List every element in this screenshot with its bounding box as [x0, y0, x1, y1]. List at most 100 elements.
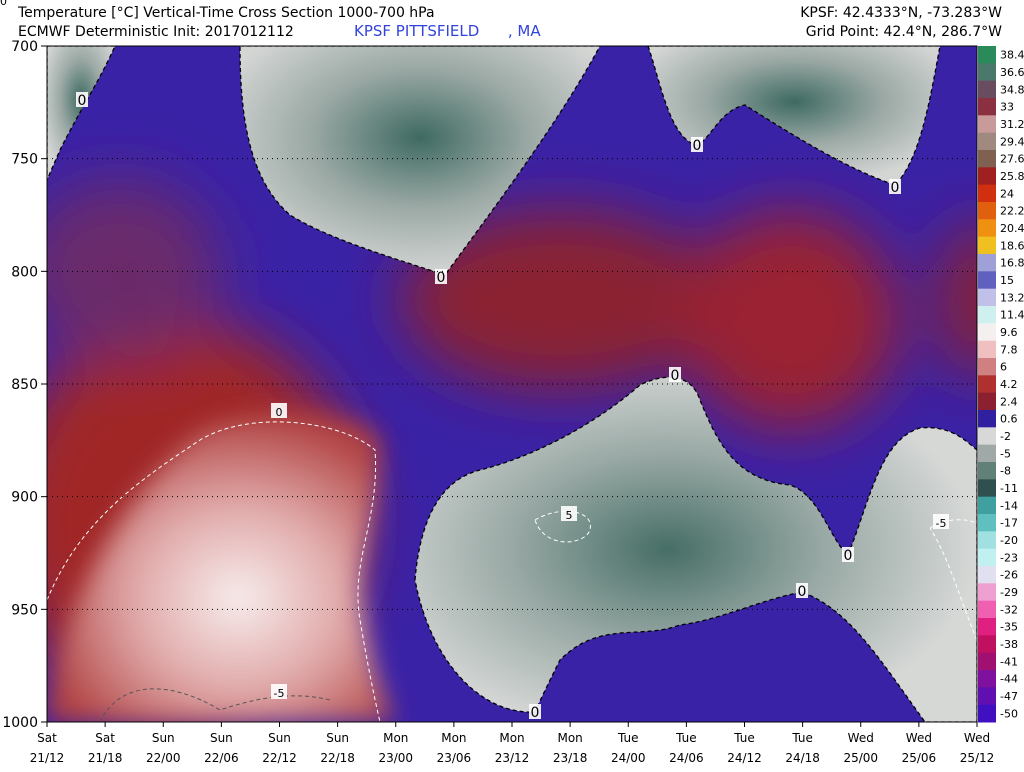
colorbar-label: 34.8 [1000, 83, 1024, 96]
x-tick-day: Tue [675, 731, 697, 745]
contour-label: 0 [276, 406, 283, 419]
contour-label-bg [529, 704, 541, 719]
colorbar-label: -20 [1000, 534, 1018, 547]
colorbar-label: 13.2 [1000, 291, 1024, 304]
x-tick-date: 25/06 [902, 751, 937, 765]
colorbar-cell [978, 323, 996, 342]
x-tick-day: Mon [383, 731, 408, 745]
location: KPSF: 42.4333°N, -73.283°W [800, 5, 1002, 21]
colorbar-cell [978, 566, 996, 584]
contour-label-bg [796, 583, 808, 598]
contour-label: 0 [671, 368, 680, 384]
contour-label: 0 [78, 93, 87, 109]
x-tick-date: 24/12 [727, 751, 762, 765]
colorbar-label: -41 [1000, 655, 1018, 668]
colorbar-label: -23 [1000, 551, 1018, 564]
x-tick-date: 23/00 [378, 751, 413, 765]
x-tick-day: Sun [268, 731, 291, 745]
x-tick-date: 24/06 [669, 751, 704, 765]
contour-label-bg [669, 367, 681, 382]
colorbar-cell [978, 479, 996, 498]
colorbar-cell [978, 288, 996, 307]
y-tick-label: 900 [11, 490, 38, 506]
x-tick-day: Tue [733, 731, 755, 745]
contour-label: 0 [891, 180, 900, 196]
grid-point: Grid Point: 42.4°N, 286.7°W [806, 24, 1002, 40]
colorbar-label: 0.6 [1000, 413, 1018, 426]
contour-label: 0 [531, 705, 540, 721]
colorbar-label: -26 [1000, 569, 1018, 582]
colorbar-cell [978, 635, 996, 654]
colorbar-cell [978, 167, 996, 186]
x-tick-day: Sun [326, 731, 349, 745]
colorbar-cell [978, 704, 996, 723]
x-tick-day: Mon [441, 731, 466, 745]
colorbar-cell [978, 462, 996, 480]
contour-label: 10 [0, 0, 7, 8]
colorbar-label: -44 [1000, 673, 1018, 686]
x-tick-date: 23/18 [553, 751, 588, 765]
contour-label: -5 [274, 687, 285, 700]
contour-label-bg [842, 547, 854, 562]
colorbar-label: 36.6 [1000, 66, 1024, 79]
colorbar-label: 4.2 [1000, 378, 1018, 391]
colorbar-cell [978, 444, 996, 463]
colorbar-label: 6 [1000, 361, 1007, 374]
contour-label-bg [271, 684, 287, 699]
colorbar-cell [978, 340, 996, 359]
contour-label: 5 [566, 509, 573, 522]
colorbar-label: -14 [1000, 499, 1018, 512]
colorbar-cell [978, 80, 996, 99]
x-tick-date: 22/00 [146, 751, 181, 765]
colorbar-cell [978, 687, 996, 706]
colorbar-label: -35 [1000, 621, 1018, 634]
colorbar-cell [978, 63, 996, 82]
x-tick-date: 21/18 [88, 751, 123, 765]
colorbar-label: 15 [1000, 274, 1014, 287]
x-tick-day: Wed [964, 731, 990, 745]
x-tick-date: 25/00 [843, 751, 878, 765]
contour-label: 0 [437, 270, 446, 286]
colorbar-label: -32 [1000, 603, 1018, 616]
colorbar-label: 24 [1000, 187, 1014, 200]
colorbar-label: 16.8 [1000, 257, 1024, 270]
colorbar-cell [978, 583, 996, 602]
chart-subtitle: ECMWF Deterministic Init: 2017012112 [18, 24, 294, 40]
x-tick-date: 25/12 [960, 751, 995, 765]
colorbar-cell [978, 306, 996, 324]
chart-title: Temperature [°C] Vertical-Time Cross Sec… [17, 5, 435, 21]
colorbar-cell [978, 548, 996, 567]
colorbar-label: -8 [1000, 465, 1011, 478]
colorbar-label: 31.2 [1000, 118, 1024, 131]
colorbar-cell [978, 410, 996, 428]
colorbar-label: 29.4 [1000, 135, 1024, 148]
colorbar-cell [978, 652, 996, 671]
x-tick-date: 22/06 [204, 751, 239, 765]
contour-label-bg [933, 514, 949, 529]
contour-label: 0 [693, 138, 702, 154]
contour-label: 0 [844, 548, 853, 564]
colorbar-label: -5 [1000, 447, 1011, 460]
y-tick-label: 1000 [2, 715, 38, 731]
colorbar-label: -2 [1000, 430, 1011, 443]
colorbar-label: 9.6 [1000, 326, 1018, 339]
colorbar-cell [978, 236, 996, 255]
colorbar-label: 11.4 [1000, 309, 1024, 322]
colorbar-cell [978, 600, 996, 619]
x-tick-day: Sun [210, 731, 233, 745]
x-tick-day: Mon [499, 731, 524, 745]
axes: 7007508008509009501000Sat21/12Sat21/18Su… [2, 39, 1024, 765]
colorbar-cell [978, 271, 996, 290]
y-tick-label: 700 [11, 39, 38, 55]
colorbar-label: 25.8 [1000, 170, 1024, 183]
colorbar-cell [978, 254, 996, 272]
x-tick-date: 24/18 [785, 751, 820, 765]
x-tick-day: Sat [37, 731, 57, 745]
colorbar-cell [978, 132, 996, 151]
colorbar-label: 18.6 [1000, 239, 1024, 252]
station: KPSF PITTSFIELD , MA [354, 22, 541, 40]
colorbar-cell [978, 46, 996, 64]
colorbar-cell [978, 358, 996, 376]
x-tick-date: 21/12 [30, 751, 65, 765]
